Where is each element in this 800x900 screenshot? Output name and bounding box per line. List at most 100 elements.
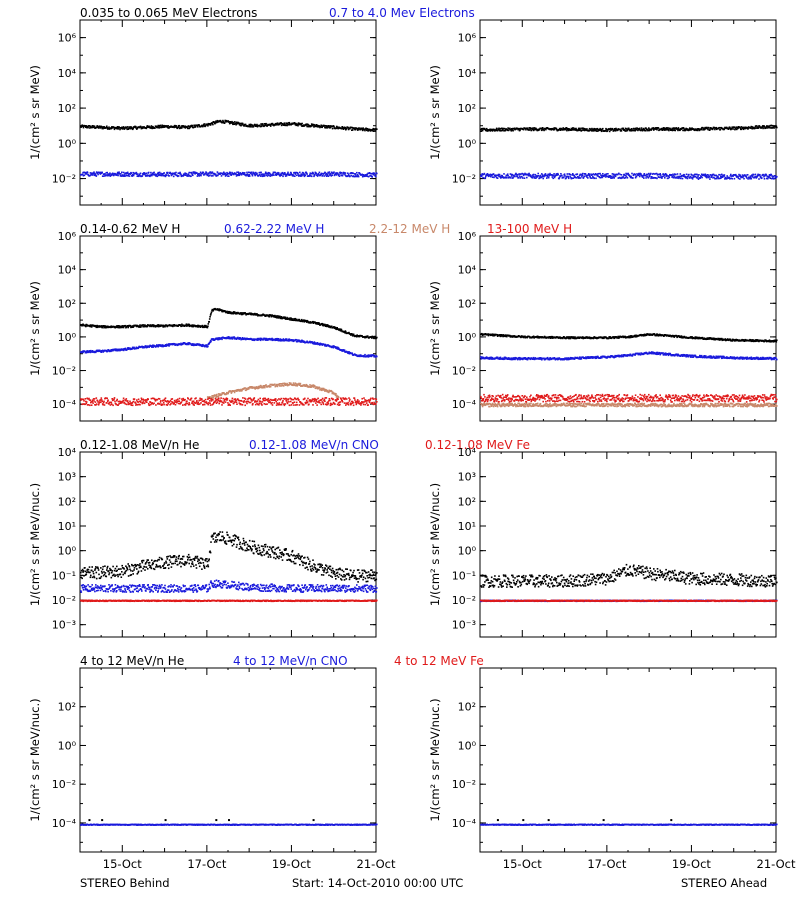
data-point <box>312 172 315 175</box>
data-point <box>298 399 300 401</box>
data-point <box>95 326 98 329</box>
data-point <box>100 351 103 353</box>
data-point <box>586 174 589 177</box>
data-point <box>359 355 361 358</box>
data-point <box>235 338 238 340</box>
data-point <box>671 127 673 130</box>
data-point <box>311 398 314 400</box>
data-point <box>103 326 106 328</box>
data-point <box>273 399 275 401</box>
data-point <box>200 344 202 346</box>
data-point <box>230 122 233 124</box>
data-point <box>277 339 279 342</box>
data-point <box>310 175 312 177</box>
data-point <box>271 339 274 342</box>
data-point <box>184 125 186 127</box>
data-point <box>320 399 322 401</box>
data-point <box>209 171 212 173</box>
data-point <box>294 173 297 175</box>
data-point <box>271 401 273 404</box>
data-point <box>367 356 369 358</box>
data-point <box>335 327 338 329</box>
data-point <box>263 397 265 400</box>
data-point <box>235 311 238 314</box>
data-point <box>250 313 253 316</box>
data-point <box>207 403 210 406</box>
data-point <box>275 384 277 387</box>
data-point <box>289 318 291 321</box>
data-point <box>278 384 280 386</box>
data-point <box>374 335 376 338</box>
data-point <box>247 398 249 400</box>
data-point <box>170 174 173 177</box>
data-point <box>684 128 686 131</box>
data-point <box>766 127 769 129</box>
data-point <box>351 172 353 175</box>
data-point <box>133 346 135 349</box>
data-point <box>503 127 506 130</box>
data-point <box>371 129 374 131</box>
data-point <box>116 399 118 402</box>
data-point <box>306 125 308 128</box>
data-point <box>248 125 250 127</box>
data-point <box>230 392 233 394</box>
data-point <box>497 173 500 176</box>
data-point <box>201 398 203 401</box>
data-point <box>589 128 591 130</box>
data-point <box>279 338 282 340</box>
data-point <box>280 317 282 320</box>
data-point <box>247 387 250 389</box>
data-point <box>188 402 190 404</box>
data-point <box>604 129 607 132</box>
data-point <box>217 338 219 341</box>
data-point <box>752 174 755 176</box>
data-point <box>315 322 318 324</box>
data-point <box>95 325 97 327</box>
data-point <box>117 172 120 175</box>
data-point <box>121 326 123 329</box>
data-point <box>184 404 187 406</box>
data-point <box>280 385 282 387</box>
data-point <box>580 174 583 176</box>
data-point <box>221 404 223 406</box>
data-point <box>173 126 175 129</box>
data-point <box>91 174 94 176</box>
data-point <box>140 127 143 130</box>
data-point <box>211 398 213 401</box>
data-point <box>172 172 174 175</box>
data-point <box>325 404 328 406</box>
data-point <box>116 171 119 174</box>
data-point <box>273 174 275 176</box>
data-point <box>311 400 313 402</box>
data-point <box>279 340 282 342</box>
data-point <box>285 399 287 402</box>
data-point <box>191 400 194 403</box>
data-point <box>293 383 296 386</box>
data-point <box>126 400 129 402</box>
data-point <box>279 385 281 387</box>
data-point <box>558 176 561 179</box>
data-point <box>152 403 154 405</box>
data-point <box>220 309 223 311</box>
data-point <box>178 127 181 130</box>
data-point <box>314 398 317 401</box>
data-point <box>150 127 152 129</box>
data-point <box>283 384 285 387</box>
data-point <box>711 174 713 177</box>
data-point <box>320 399 323 401</box>
data-point <box>485 175 487 177</box>
data-point <box>130 126 133 128</box>
data-point <box>625 172 627 175</box>
data-point <box>126 126 129 128</box>
data-point <box>720 173 723 176</box>
data-point <box>528 129 531 131</box>
data-point <box>709 127 712 130</box>
data-point <box>90 173 93 176</box>
data-point <box>318 323 321 325</box>
data-point <box>521 177 524 179</box>
data-point <box>266 124 269 127</box>
data-point <box>202 125 205 127</box>
data-point <box>370 174 372 177</box>
data-point <box>366 335 369 337</box>
data-point <box>733 126 736 129</box>
